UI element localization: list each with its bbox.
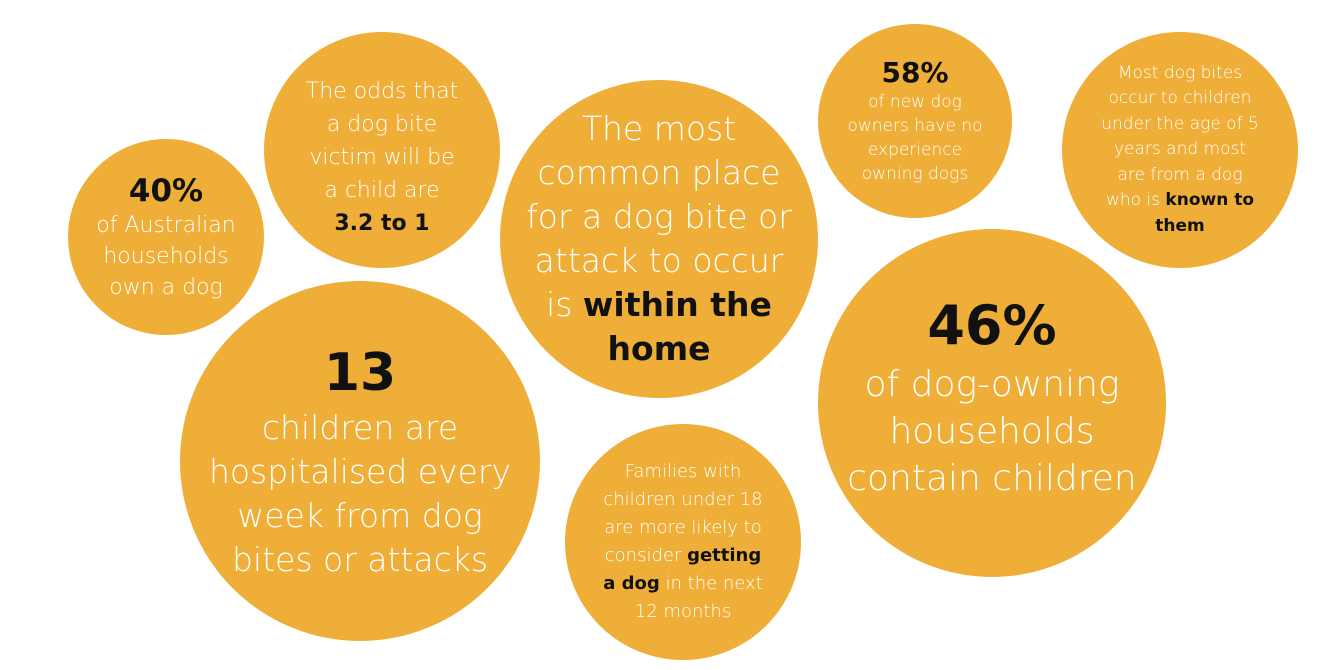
stat-text-line: children under 18: [603, 486, 762, 514]
stat-text-line: owners have no: [847, 114, 982, 138]
body-text: a child are: [324, 177, 440, 203]
body-text: The most: [581, 109, 737, 148]
body-text: owners have no: [847, 116, 983, 136]
highlight-text: a dog: [603, 573, 660, 594]
body-text: children under 18: [603, 489, 763, 510]
stat-circle-new-owners: 58% of new dog owners have no experience own…: [818, 24, 1012, 218]
stat-text-line: under the age of 5: [1101, 112, 1259, 138]
stat-text-line: contain children: [847, 455, 1137, 502]
body-text: of new dog: [868, 92, 962, 112]
stat-text-line: occur to children: [1109, 86, 1252, 112]
body-text: years and most: [1113, 139, 1247, 160]
body-text: occur to children: [1108, 88, 1252, 109]
stat-text-line: victim will be: [309, 141, 454, 174]
highlight-text: home: [607, 329, 711, 368]
highlight-text: known to: [1165, 190, 1255, 211]
body-text: households: [889, 410, 1095, 452]
stat-text-line: a child are: [324, 174, 439, 207]
stat-circle-common-place: The most common place for a dog bite or att…: [500, 80, 818, 398]
body-text: 12 months: [634, 601, 732, 622]
body-text: under the age of 5: [1101, 113, 1259, 134]
stat-text-line: The most: [582, 107, 736, 151]
stat-text-line: Families with: [625, 458, 742, 486]
stat-text-line: households: [103, 241, 228, 272]
stat-text-line: week from dog: [237, 494, 482, 538]
body-text: attack to occur: [534, 241, 784, 280]
stat-headline: 13: [323, 343, 397, 403]
body-text: is: [546, 285, 583, 324]
stat-text-line: consider getting: [605, 542, 762, 570]
body-text: households: [103, 243, 229, 269]
highlight-text: getting: [687, 545, 762, 566]
stat-circle-families-getting-dog: Families with children under 18 are more l…: [565, 424, 801, 660]
stat-text-line: children are: [262, 406, 458, 450]
body-text: who is: [1105, 190, 1166, 211]
stat-circle-australian-households: 40% of Australian households own a dog: [68, 139, 264, 335]
highlight-text: within the: [582, 285, 772, 324]
stat-circle-odds-child-victim: The odds that a dog bite victim will be a c…: [264, 32, 500, 268]
stat-text-line: The odds that: [306, 75, 458, 108]
stat-headline: 46%: [927, 293, 1057, 357]
stat-text-line: owning dogs: [862, 162, 968, 186]
body-text: bites or attacks: [231, 540, 489, 579]
stat-text-line: attack to occur: [535, 239, 784, 283]
body-text: children are: [261, 408, 459, 447]
body-text: experience: [867, 140, 963, 160]
stat-text-line: of dog-owning: [865, 361, 1120, 408]
stat-text-line: for a dog bite or: [526, 195, 792, 239]
body-text: of dog-owning: [864, 363, 1120, 405]
stat-circle-children-under-5: Most dog bites occur to children under the…: [1062, 32, 1298, 268]
body-text: consider: [604, 545, 688, 566]
stat-text-line: home: [608, 327, 711, 371]
stat-text-line: households: [889, 408, 1094, 455]
stat-text-line: years and most: [1114, 137, 1246, 163]
body-text: own a dog: [109, 274, 223, 300]
body-text: victim will be: [309, 144, 455, 170]
stat-text-line: a dog bite: [327, 108, 437, 141]
body-text: are more likely to: [604, 517, 762, 538]
stat-text-line: Most dog bites: [1118, 61, 1242, 87]
stat-text-line: hospitalised every: [209, 450, 511, 494]
stat-text-line: of Australian: [96, 210, 235, 241]
body-text: a dog bite: [326, 111, 438, 137]
stat-text-line: own a dog: [109, 272, 223, 303]
body-text: are from a dog: [1117, 164, 1243, 185]
stat-circle-households-with-children: 46% of dog-owning households contain childr…: [818, 229, 1166, 577]
stat-text-line: them: [1155, 214, 1204, 240]
body-text: in the next: [659, 573, 763, 594]
body-text: hospitalised every: [208, 452, 512, 491]
stat-headline: 40%: [128, 172, 204, 209]
stat-text-line: 12 months: [635, 598, 731, 626]
stat-text-line: are from a dog: [1117, 163, 1242, 189]
body-text: Families with: [624, 461, 742, 482]
highlight-text: them: [1155, 215, 1205, 236]
stat-text-line: a dog in the next: [603, 570, 763, 598]
stat-text-line: is within the: [546, 283, 772, 327]
stat-text-line: experience: [868, 138, 962, 162]
stat-text-line: are more likely to: [604, 514, 761, 542]
stat-text-line: bites or attacks: [232, 538, 488, 582]
body-text: week from dog: [237, 496, 483, 535]
body-text: contain children: [847, 457, 1137, 499]
highlight-text: 3.2 to 1: [334, 210, 430, 236]
stat-text-line: who is known to: [1106, 188, 1254, 214]
body-text: common place: [537, 153, 781, 192]
body-text: Most dog bites: [1117, 62, 1243, 83]
body-text: owning dogs: [861, 164, 969, 184]
stat-circle-hospitalised-weekly: 13 children are hospitalised every week fro…: [180, 281, 540, 641]
body-text: for a dog bite or: [526, 197, 792, 236]
body-text: of Australian: [96, 212, 236, 238]
stat-text-line: 3.2 to 1: [334, 207, 429, 240]
stat-headline: 58%: [881, 56, 949, 89]
stat-text-line: common place: [537, 151, 780, 195]
body-text: The odds that: [305, 78, 459, 104]
stat-text-line: of new dog: [868, 90, 962, 114]
